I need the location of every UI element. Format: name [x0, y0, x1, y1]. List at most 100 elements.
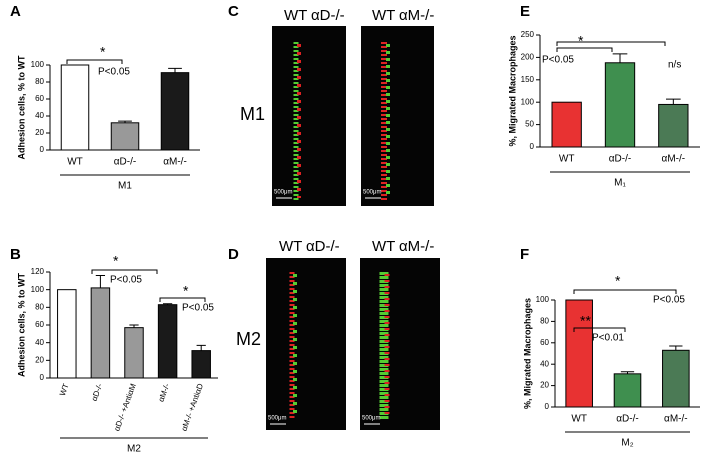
x-tick-label: αD-/- +AntiαM	[112, 382, 138, 432]
panel-letter: D	[228, 246, 239, 263]
y-tick-label: 100	[536, 295, 550, 304]
y-tick-label: 120	[31, 267, 45, 276]
group-label: M2	[127, 444, 141, 455]
bracket	[573, 327, 626, 332]
genotype-ko: αM-/-	[399, 7, 434, 24]
y-tick-label: 40	[35, 338, 44, 347]
y-tick-label: 20	[35, 128, 44, 137]
scale-label: 500μm	[268, 416, 286, 422]
annotation: P<0.05	[653, 295, 685, 306]
annotation: P<0.01	[592, 333, 624, 344]
group-label: M1	[118, 181, 132, 192]
annotation: P<0.05	[110, 275, 142, 286]
error-bar	[666, 98, 681, 105]
annotation: P<0.05	[182, 303, 214, 314]
bracket	[573, 289, 677, 294]
bracket	[556, 47, 613, 52]
panel-letter: B	[10, 246, 21, 263]
x-tick-label: αD-/-	[609, 154, 631, 165]
annotation: *	[183, 283, 189, 299]
y-axis-label: %, Migrated Macrophages	[507, 35, 517, 146]
bar	[110, 122, 140, 151]
error-bar	[196, 344, 206, 351]
y-tick-label: 250	[521, 30, 535, 39]
micro-d	[266, 258, 440, 430]
x-tick-label: WT	[571, 414, 587, 425]
y-tick-label: 20	[540, 381, 549, 390]
error-bar	[95, 275, 106, 288]
genotype-wt: WT	[279, 238, 302, 255]
x-tick-label: WT	[58, 382, 71, 397]
x-tick-label: αD-/-	[114, 157, 136, 168]
bar	[160, 72, 190, 151]
y-tick-label: 150	[521, 75, 535, 84]
annotation: **	[580, 313, 591, 329]
x-tick-label: WT	[67, 157, 83, 168]
panel-letter: A	[10, 3, 21, 20]
y-tick-label: 100	[31, 60, 45, 69]
bracket	[159, 297, 206, 302]
annotation: *	[615, 273, 621, 289]
genotype-ko: αM-/-	[399, 238, 434, 255]
y-tick-label: 0	[545, 402, 550, 411]
x-tick-label: WT	[559, 154, 575, 165]
annotation: *	[113, 253, 119, 269]
y-tick-label: 0	[530, 142, 535, 151]
x-tick-label: αM-/-	[662, 154, 686, 165]
micro-c	[272, 26, 434, 206]
genotype-ko: αD-/-	[306, 238, 340, 255]
y-axis-label: Adhesion cells, % to WT	[16, 55, 26, 160]
y-tick-label: 60	[35, 94, 44, 103]
bar	[157, 304, 178, 379]
panel-letter: E	[520, 3, 530, 20]
bar	[90, 287, 111, 379]
annotation: n/s	[668, 60, 681, 71]
x-tick-label: αD-/-	[616, 414, 638, 425]
y-axis-label: %, Migrated Macrophages	[522, 298, 532, 409]
row-label: M1	[240, 104, 265, 124]
micrograph	[272, 26, 346, 206]
annotation: *	[578, 33, 584, 49]
bar	[551, 101, 582, 148]
genotype-ko: αD-/-	[311, 7, 345, 24]
error-bar	[168, 67, 182, 73]
bar	[57, 289, 77, 379]
y-tick-label: 80	[35, 302, 44, 311]
error-bar	[162, 303, 173, 305]
x-tick-label: αM-/-	[157, 382, 172, 403]
y-tick-label: 80	[35, 77, 44, 86]
group-label: M₂	[621, 438, 633, 449]
micrograph	[360, 258, 440, 430]
bar	[565, 299, 593, 408]
y-tick-label: 40	[35, 111, 44, 120]
micrograph	[266, 258, 346, 430]
bracket	[66, 59, 123, 64]
panel-letter: F	[520, 246, 529, 263]
bar	[191, 350, 211, 379]
group-label: M₁	[614, 178, 626, 189]
genotype-wt: WT	[372, 7, 395, 24]
error-bar	[620, 371, 635, 374]
y-axis-label: Adhesion cells, % to WT	[16, 272, 26, 377]
bar	[662, 349, 690, 408]
bar	[658, 103, 689, 148]
y-tick-label: 0	[40, 145, 45, 154]
y-tick-label: 80	[540, 317, 549, 326]
y-tick-label: 50	[525, 120, 534, 129]
panel-letter: C	[228, 3, 239, 20]
y-tick-label: 100	[521, 97, 535, 106]
micrograph	[361, 26, 434, 206]
x-tick-label: αM-/-	[664, 414, 688, 425]
genotype-wt: WT	[284, 7, 307, 24]
y-tick-label: 200	[521, 53, 535, 62]
row-label: M2	[236, 329, 261, 349]
error-bar	[118, 120, 132, 123]
annotation: P<0.05	[542, 55, 574, 66]
bar	[613, 373, 642, 408]
genotype-wt: WT	[372, 238, 395, 255]
x-tick-label: αM-/-	[163, 157, 187, 168]
y-tick-label: 60	[540, 338, 549, 347]
error-bar	[669, 345, 683, 351]
x-tick-label: αD-/-	[90, 382, 105, 402]
